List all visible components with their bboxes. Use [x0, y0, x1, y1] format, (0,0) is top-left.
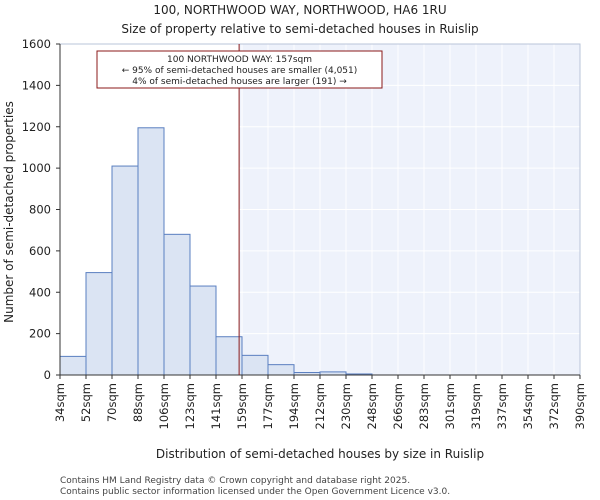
annotation-line-1: 100 NORTHWOOD WAY: 157sqm	[167, 55, 312, 65]
x-tick-labels: 34sqm 52sqm 70sqm 88sqm 106sqm 123sqm 141sqm 15…	[53, 375, 587, 429]
x-tick-label: 212sqm	[313, 383, 327, 429]
x-tick-label: 177sqm	[261, 383, 275, 429]
x-tick-label: 88sqm	[131, 383, 145, 422]
bar	[137, 127, 165, 376]
y-tick-label: 1000	[22, 161, 51, 175]
y-tick-label: 600	[29, 244, 51, 258]
chart-title: 100, NORTHWOOD WAY, NORTHWOOD, HA6 1RU	[153, 3, 446, 17]
bar	[59, 355, 87, 376]
bar	[85, 272, 113, 376]
bar	[241, 354, 269, 376]
x-tick-label: 52sqm	[79, 383, 93, 422]
x-tick-label: 283sqm	[417, 383, 431, 429]
x-tick-label: 319sqm	[469, 383, 483, 429]
bar	[163, 233, 191, 376]
y-tick-label: 1200	[22, 120, 51, 134]
y-tick-label: 0	[44, 368, 51, 382]
x-tick-label: 301sqm	[443, 383, 457, 429]
annotation-line-2: ← 95% of semi-detached houses are smalle…	[122, 66, 358, 76]
bar	[189, 285, 217, 376]
y-axis-label: Number of semi-detached properties	[2, 101, 16, 323]
x-tick-label: 337sqm	[495, 383, 509, 429]
x-tick-label: 390sqm	[573, 383, 587, 429]
x-tick-label: 372sqm	[547, 383, 561, 429]
x-tick-label: 354sqm	[521, 383, 535, 429]
x-tick-label: 194sqm	[287, 383, 301, 429]
y-tick-label: 800	[29, 203, 51, 217]
x-tick-label: 34sqm	[53, 383, 67, 422]
x-tick-label: 266sqm	[391, 383, 405, 429]
y-tick-label: 1400	[22, 78, 51, 92]
y-tick-label: 1600	[22, 37, 51, 51]
annotation-box	[96, 50, 383, 89]
bars	[59, 127, 373, 376]
annotation-line-3: 4% of semi-detached houses are larger (1…	[132, 77, 347, 87]
bar	[267, 364, 295, 376]
y-tick-label: 400	[29, 285, 51, 299]
x-axis-label: Distribution of semi-detached houses by …	[156, 447, 484, 461]
x-tick-label: 141sqm	[209, 383, 223, 429]
y-tick-label: 200	[29, 327, 51, 341]
footer-line-1: Contains HM Land Registry data © Crown c…	[60, 476, 410, 486]
x-tick-label: 70sqm	[105, 383, 119, 422]
property-marker: 100 NORTHWOOD WAY: 157sqm← 95% of semi-d…	[96, 44, 383, 375]
y-tick-labels: 0 200 400 600 800 1000 1200 1400 1600	[22, 37, 60, 382]
x-tick-label: 106sqm	[157, 383, 171, 429]
x-tick-label: 159sqm	[235, 383, 249, 429]
footer-line-2: Contains public sector information licen…	[60, 487, 450, 497]
bar	[215, 336, 243, 376]
bar	[111, 165, 139, 376]
x-tick-label: 230sqm	[339, 383, 353, 429]
x-tick-label: 123sqm	[183, 383, 197, 429]
x-tick-label: 248sqm	[365, 383, 379, 429]
chart-subtitle: Size of property relative to semi-detach…	[121, 22, 478, 36]
